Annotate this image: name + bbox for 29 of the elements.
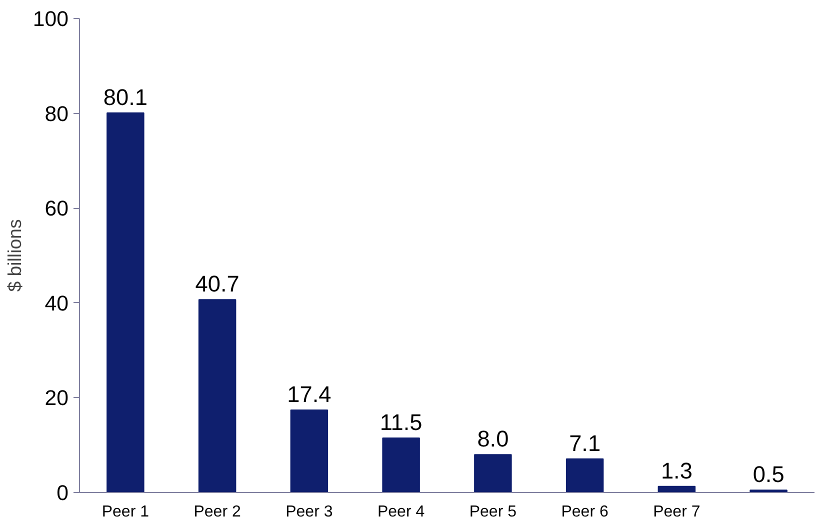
data-label: 8.0 xyxy=(477,426,509,452)
data-label: 40.7 xyxy=(195,270,240,297)
y-tick-label: 0 xyxy=(56,481,69,505)
bar xyxy=(290,410,328,492)
x-tick-label: Peer 3 xyxy=(286,504,333,520)
x-tick-label: Peer 5 xyxy=(469,504,517,520)
bar xyxy=(658,486,696,492)
y-tick-label: 20 xyxy=(44,386,69,410)
data-label: 1.3 xyxy=(660,457,692,484)
y-tick-label: 80 xyxy=(44,102,69,126)
data-label: 11.5 xyxy=(380,408,422,435)
y-axis-title: $ billions xyxy=(4,219,25,292)
y-tick-label: 60 xyxy=(44,196,69,221)
data-label: 17.4 xyxy=(287,381,332,408)
bar xyxy=(106,112,144,492)
x-tick-label: Peer 2 xyxy=(194,504,241,520)
data-label: 80.1 xyxy=(103,84,148,110)
x-tick-label: Peer 6 xyxy=(561,504,608,520)
bar xyxy=(198,299,236,492)
x-tick-label: Peer 7 xyxy=(653,504,700,520)
bar xyxy=(566,458,604,492)
y-tick-label: 100 xyxy=(32,7,69,31)
data-label: 7.1 xyxy=(569,430,601,456)
x-tick-label: Peer 4 xyxy=(377,504,425,520)
bar xyxy=(474,454,512,492)
data-label: 0.5 xyxy=(752,461,784,488)
x-tick-label: Peer 1 xyxy=(102,504,150,520)
y-tick-label: 40 xyxy=(44,291,69,316)
bar xyxy=(382,437,420,492)
